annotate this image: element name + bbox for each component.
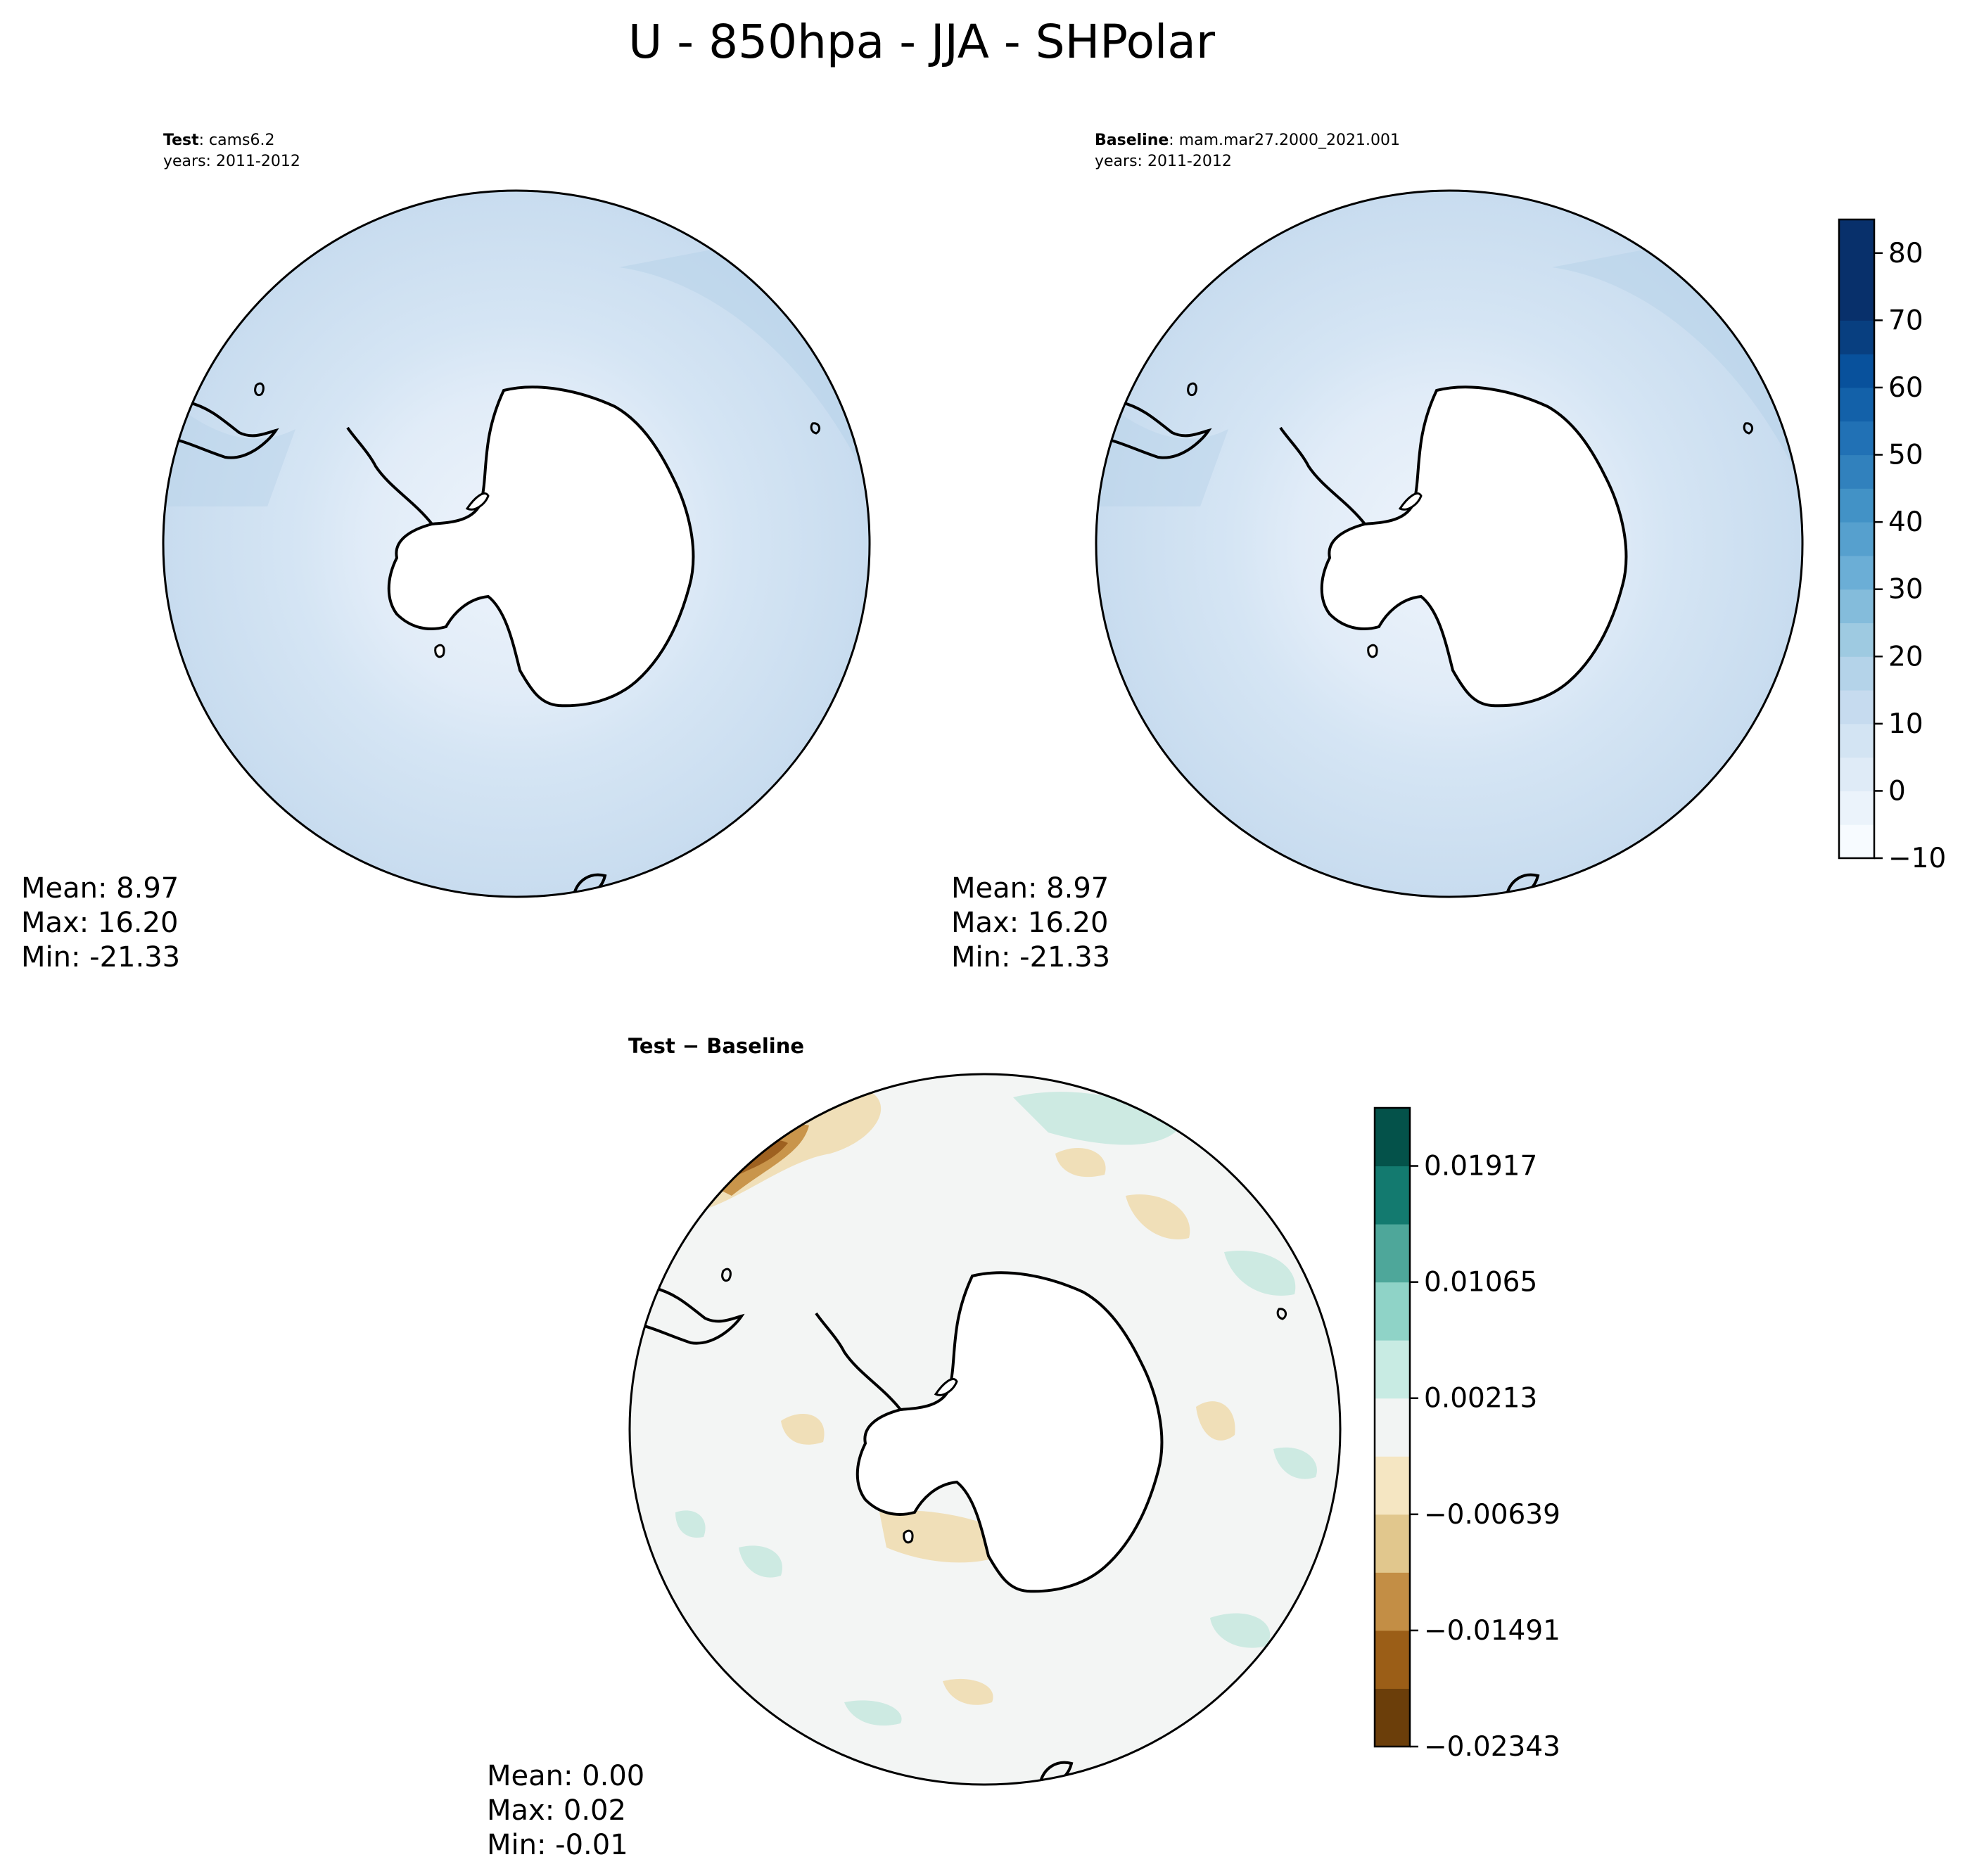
diff-panel: Test − Baseline — [487, 1034, 1560, 1861]
colorbar-diff-tick-label: 0.01065 — [1424, 1267, 1537, 1298]
colorbar-diff-segment — [1375, 1282, 1410, 1341]
colorbar-main-segment — [1839, 488, 1874, 523]
test-map — [163, 191, 870, 897]
colorbar-diff-segment — [1375, 1514, 1410, 1573]
colorbar-main-segment — [1839, 320, 1874, 355]
baseline-stat-mean: Mean: 8.97 — [951, 872, 1109, 905]
colorbar-main-segment — [1839, 623, 1874, 657]
colorbar-diff-segment — [1375, 1166, 1410, 1225]
colorbar-diff-tick-label: 0.01917 — [1424, 1151, 1537, 1182]
colorbar-main-tick-label: 40 — [1888, 506, 1923, 538]
diff-stat-mean: Mean: 0.00 — [487, 1760, 644, 1792]
colorbar-main-segment — [1839, 354, 1874, 388]
colorbar-main-frame — [1838, 218, 1876, 860]
colorbar-main-segment — [1839, 522, 1874, 556]
test-stat-mean: Mean: 8.97 — [21, 872, 179, 905]
diff-map-border — [628, 1073, 1342, 1786]
colorbar-main-tick-label: 70 — [1888, 305, 1923, 336]
colorbar-main-segment — [1839, 723, 1874, 758]
colorbar-diff-segment — [1375, 1572, 1410, 1631]
test-title-bold: Test — [163, 132, 199, 149]
colorbar-main-segment — [1839, 791, 1874, 825]
baseline-years: years: 2011-2012 — [1095, 153, 1232, 170]
test-panel: Test: cams6.2 years: 2011-2012 Mean: 8.9… — [21, 132, 871, 974]
baseline-title: Baseline: mam.mar27.2000_2021.001 — [1095, 132, 1400, 149]
colorbar-diff-segment — [1375, 1630, 1410, 1689]
colorbar-diff-frame — [1373, 1106, 1411, 1748]
test-title: Test: cams6.2 — [163, 132, 275, 149]
colorbar-main-segment — [1839, 454, 1874, 489]
colorbar-diff-tick-label: 0.00213 — [1424, 1383, 1537, 1415]
baseline-stat-min: Min: -21.33 — [951, 941, 1110, 974]
colorbar-diff-segment — [1375, 1224, 1410, 1283]
colorbar-diff-segment — [1375, 1108, 1410, 1167]
baseline-panel: Baseline: mam.mar27.2000_2021.001 years:… — [951, 132, 1946, 974]
colorbar-main-segment — [1839, 690, 1874, 725]
colorbar-main-tick-label: 60 — [1888, 372, 1923, 404]
baseline-antarctica — [1279, 385, 1628, 708]
baseline-title-rest: : mam.mar27.2000_2021.001 — [1169, 132, 1400, 149]
diff-stat-min: Min: -0.01 — [487, 1829, 628, 1861]
colorbar-main-segment — [1839, 421, 1874, 456]
baseline-map — [1096, 191, 1802, 897]
colorbar-main-segment — [1839, 286, 1874, 321]
diff-antarctica — [815, 1271, 1164, 1593]
colorbar-main-segment — [1839, 219, 1874, 254]
colorbar-diff-tick-label: −0.01491 — [1424, 1615, 1560, 1647]
colorbar-diff-segment — [1375, 1688, 1410, 1747]
colorbar-main-tick-label: 30 — [1888, 574, 1923, 606]
diff-stat-max: Max: 0.02 — [487, 1794, 626, 1827]
colorbar-diff-segment — [1375, 1456, 1410, 1515]
colorbar-diff-tick-label: −0.00639 — [1424, 1499, 1560, 1531]
diff-map — [630, 1074, 1340, 1785]
colorbar-diff: −0.02343 −0.01491 −0.00639 0.00213 0.01065 0.… — [1373, 1106, 1560, 1763]
colorbar-main-tick-label: 50 — [1888, 440, 1923, 471]
test-stat-min: Min: -21.33 — [21, 941, 180, 974]
figure-suptitle: U - 850hpa - JJA - SHPolar — [628, 15, 1216, 69]
colorbar-diff-segment — [1375, 1340, 1410, 1399]
colorbar-main: −10 0 10 20 30 40 50 60 70 80 — [1838, 218, 1946, 874]
colorbar-main-segment — [1839, 656, 1874, 691]
baseline-title-bold: Baseline — [1095, 132, 1169, 149]
colorbar-diff-segment — [1375, 1398, 1410, 1457]
colorbar-diff-tick-label: −0.02343 — [1424, 1731, 1560, 1763]
colorbar-main-segment — [1839, 555, 1874, 590]
baseline-stat-max: Max: 16.20 — [951, 907, 1108, 939]
colorbar-main-segment — [1839, 824, 1874, 859]
colorbar-main-tick-label: 0 — [1888, 775, 1906, 807]
diff-title: Test − Baseline — [628, 1034, 804, 1058]
baseline-map-border — [1095, 189, 1804, 898]
test-title-rest: : cams6.2 — [199, 132, 275, 149]
colorbar-main-tick-label: −10 — [1888, 843, 1946, 874]
test-map-border — [162, 189, 871, 898]
colorbar-main-segment — [1839, 589, 1874, 623]
test-years: years: 2011-2012 — [163, 153, 300, 170]
colorbar-main-tick-label: 10 — [1888, 708, 1923, 740]
colorbar-main-tick-label: 20 — [1888, 641, 1923, 672]
test-stat-max: Max: 16.20 — [21, 907, 178, 939]
colorbar-main-tick-label: 80 — [1888, 238, 1923, 269]
colorbar-main-segment — [1839, 387, 1874, 422]
colorbar-main-segment — [1839, 253, 1874, 288]
colorbar-main-segment — [1839, 757, 1874, 791]
test-antarctica — [346, 385, 695, 708]
